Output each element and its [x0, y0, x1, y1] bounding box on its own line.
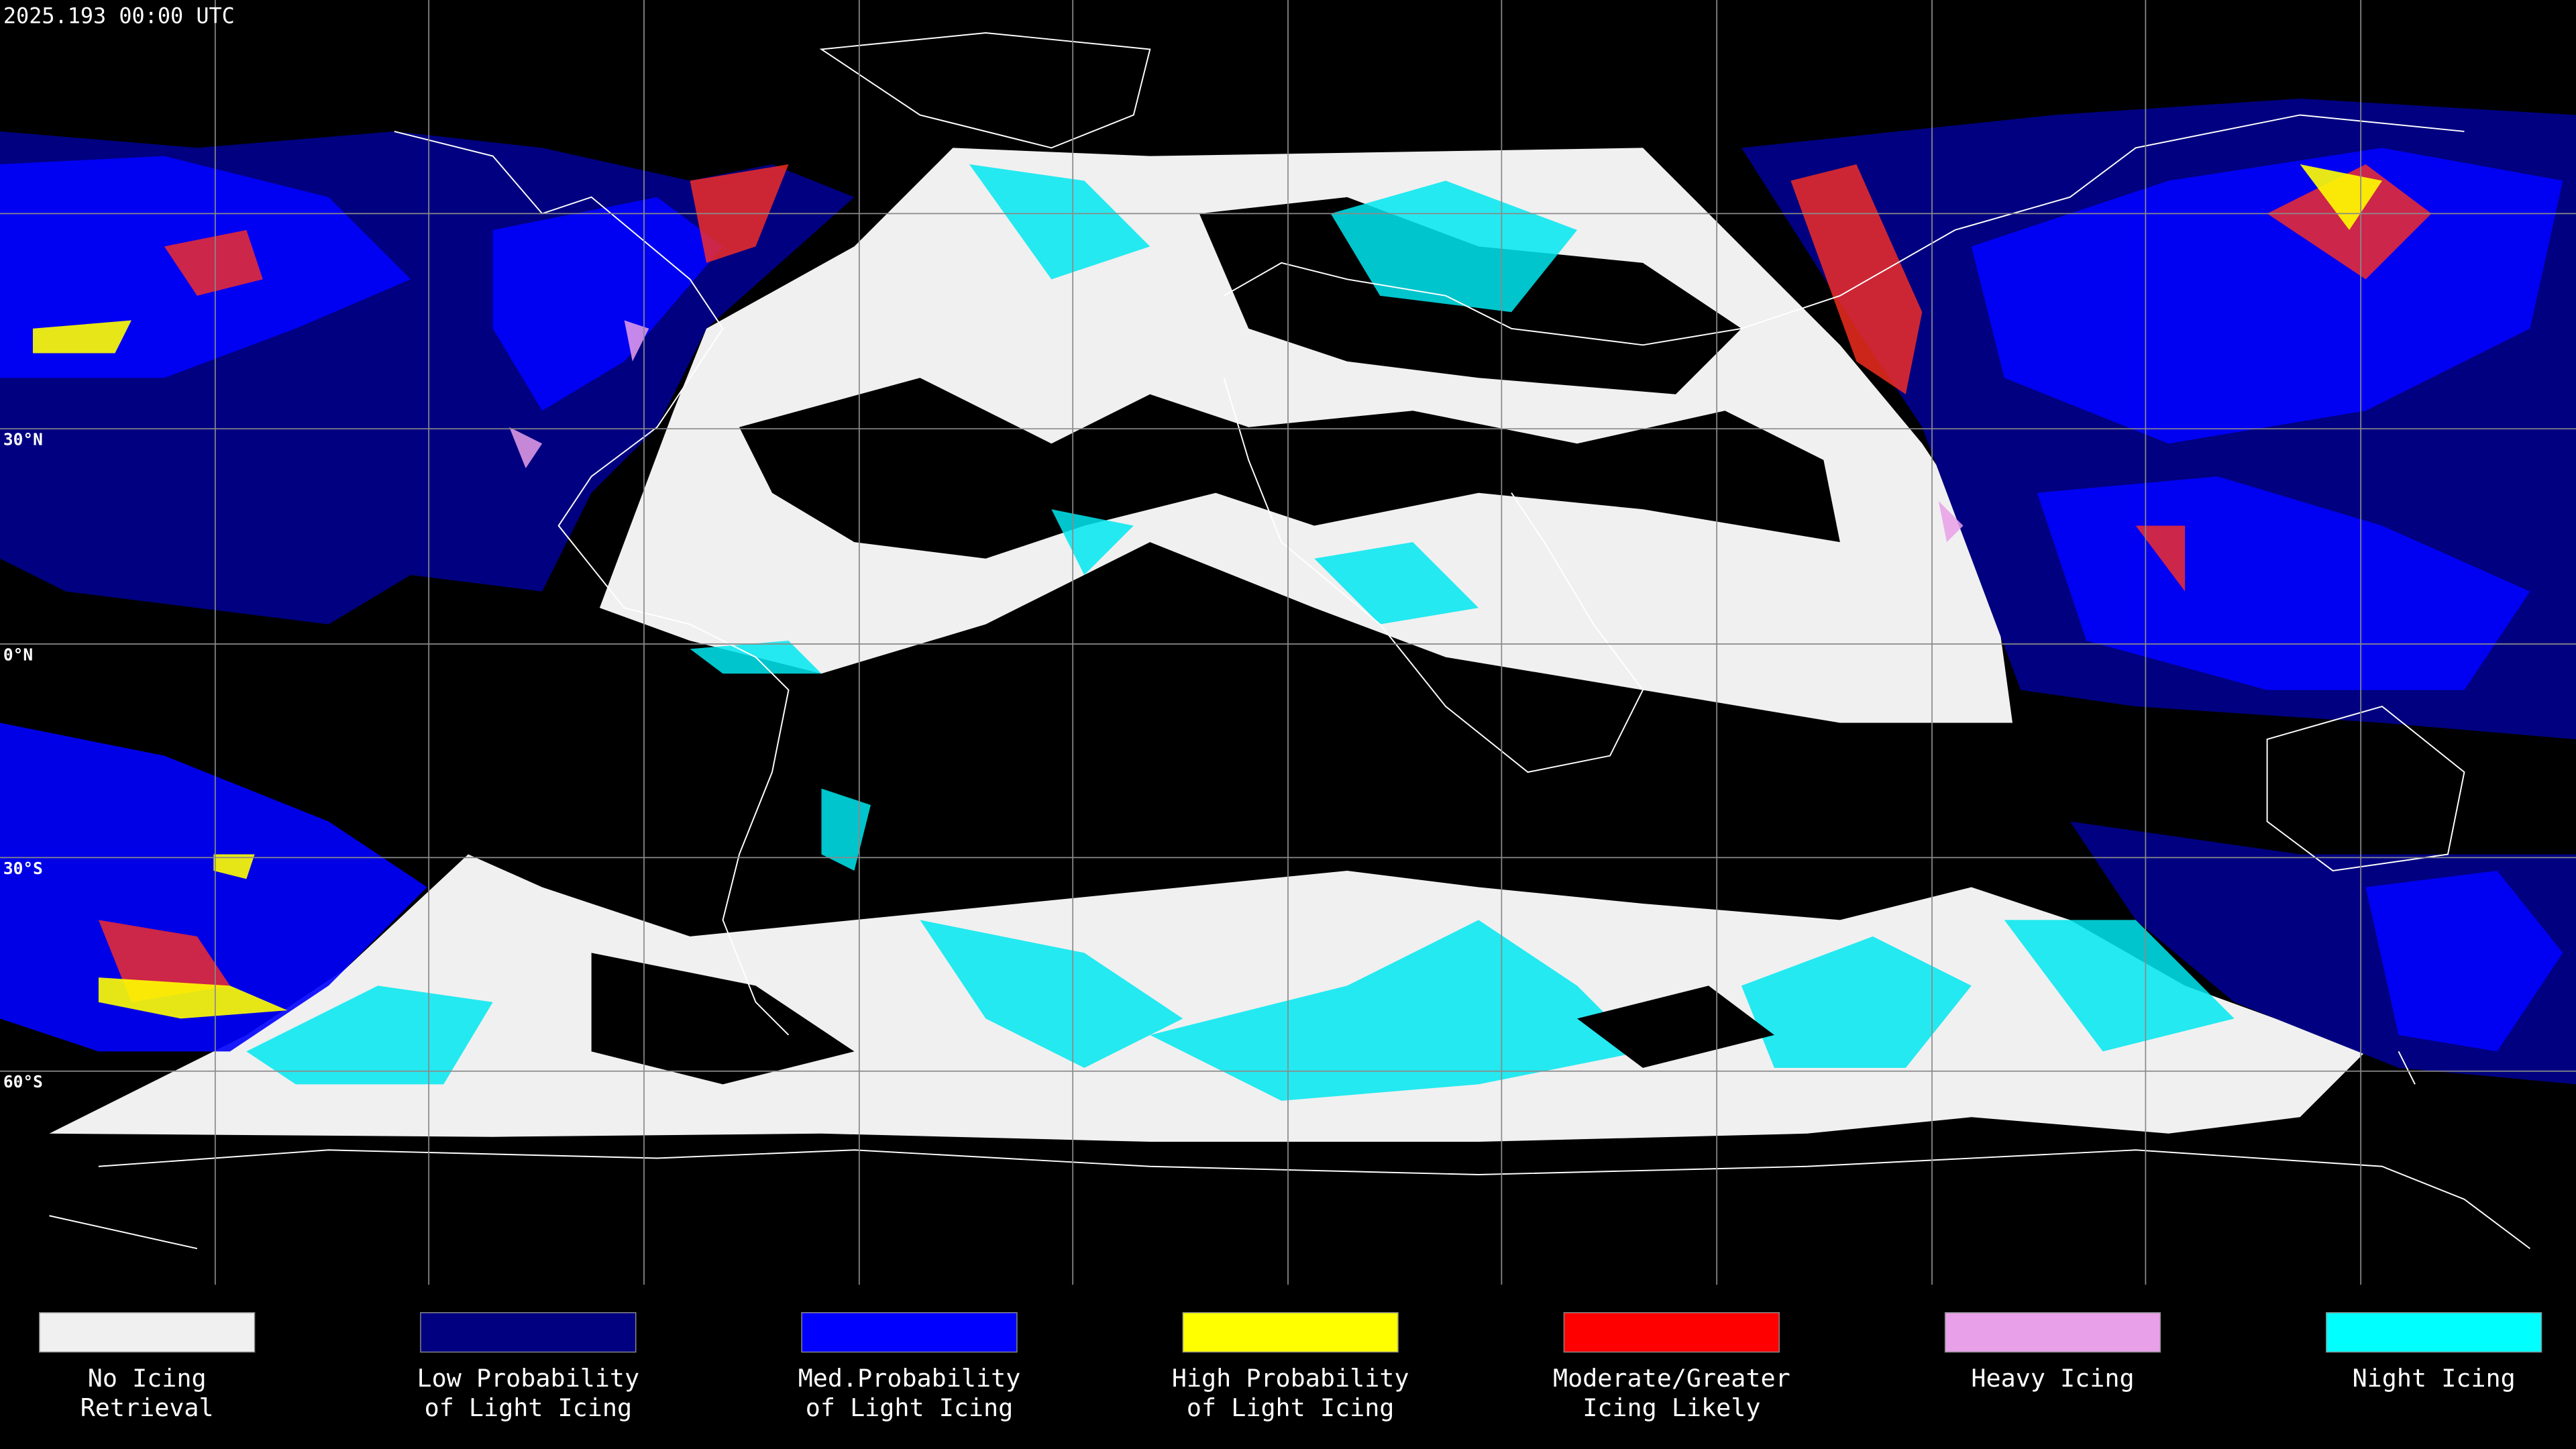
icing-med: [1971, 148, 2563, 1052]
legend-swatch: [1944, 1312, 2161, 1353]
legend-label: Icing Likely: [1582, 1393, 1760, 1422]
lat-label: 30°S: [3, 859, 43, 878]
legend-swatch: [1182, 1312, 1399, 1353]
legend-label: Night Icing: [2353, 1364, 2516, 1393]
legend-swatch: [2326, 1312, 2542, 1353]
graticule: [0, 0, 2576, 1285]
legend-label: Low Probability: [417, 1364, 640, 1393]
lat-label: 60°S: [3, 1072, 43, 1091]
legend-label: Retrieval: [80, 1393, 214, 1422]
legend-label: High Probability: [1172, 1364, 1409, 1393]
cloud-gap: [739, 378, 1840, 559]
legend-swatch: [1563, 1312, 1780, 1353]
legend-label: of Light Icing: [1187, 1393, 1395, 1422]
coastline: [49, 32, 2531, 1250]
lat-labels: 30°N 0°N 30°S 60°S: [3, 430, 43, 1092]
legend-swatch: [801, 1312, 1018, 1353]
legend-label: Moderate/Greater: [1553, 1364, 1790, 1393]
cloud-no-icing: [49, 854, 2366, 1142]
lat-label: 30°N: [3, 430, 43, 449]
legend-label: No Icing: [88, 1364, 207, 1393]
legend-swatch: [420, 1312, 637, 1353]
legend-label: of Light Icing: [425, 1393, 633, 1422]
legend-swatch: [39, 1312, 256, 1353]
legend-label: Med.Probability: [798, 1364, 1021, 1393]
legend-label: of Light Icing: [806, 1393, 1013, 1422]
map: [0, 0, 2576, 1285]
lat-label: 0°N: [3, 645, 33, 664]
legend-label: Heavy Icing: [1971, 1364, 2134, 1393]
timestamp: 2025.193 00:00 UTC: [3, 3, 235, 28]
cloud-night-icing: [246, 164, 2235, 1101]
icing-med: [0, 156, 723, 1052]
